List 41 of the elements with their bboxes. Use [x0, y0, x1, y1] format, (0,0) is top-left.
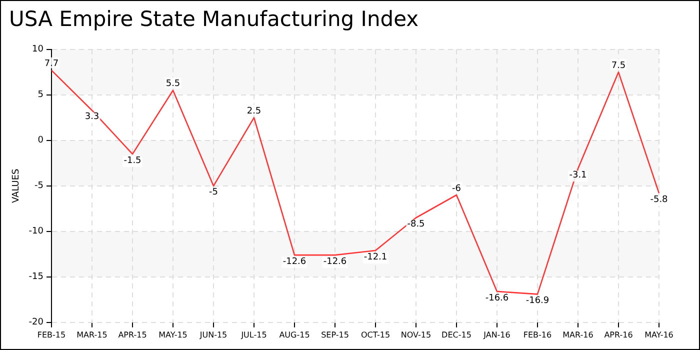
- data-label: -5.8: [650, 195, 668, 206]
- data-label: -8.5: [407, 220, 425, 230]
- x-tick-label: JUL-15: [240, 330, 267, 340]
- x-tick-label: MAY-15: [158, 330, 188, 340]
- data-label: -5: [209, 188, 218, 198]
- x-tick-label: FEB-16: [523, 330, 552, 340]
- x-tick-label: AUG-15: [279, 330, 310, 340]
- data-label: -16.6: [485, 293, 509, 304]
- x-tick-label: MAR-15: [76, 330, 108, 340]
- y-tick-label: -10: [28, 226, 44, 237]
- y-axis-title: VALUES: [12, 168, 22, 204]
- data-label: 7.7: [44, 59, 59, 70]
- data-label: -6: [452, 184, 462, 194]
- data-label: -1.5: [124, 156, 142, 166]
- y-tick-label: 0: [38, 136, 44, 146]
- x-tick-label: NOV-15: [400, 330, 432, 340]
- data-label: 3.3: [84, 112, 100, 122]
- x-tick-label: APR-15: [118, 330, 147, 340]
- x-tick-label: OCT-15: [360, 330, 390, 340]
- x-tick-label: APR-16: [604, 330, 633, 340]
- x-tick-label: JUN-15: [198, 330, 228, 340]
- x-tick-label: DEC-15: [442, 330, 472, 340]
- chart-title: USA Empire State Manufacturing Index: [9, 7, 419, 31]
- data-label: -12.6: [323, 256, 347, 267]
- data-label: 2.5: [246, 106, 262, 116]
- data-label: -16.9: [526, 296, 550, 306]
- x-tick-label: MAY-16: [644, 330, 674, 340]
- y-tick-label: -20: [28, 318, 44, 328]
- data-label: -12.1: [364, 252, 388, 262]
- y-tick-label: 10: [32, 44, 44, 55]
- y-tick-label: -5: [34, 181, 44, 192]
- data-label: 5.5: [166, 79, 180, 90]
- y-tick-label: -15: [28, 272, 44, 282]
- x-tick-label: FEB-15: [37, 330, 66, 340]
- y-tick-label: 5: [38, 90, 44, 100]
- x-tick-label: MAR-16: [562, 330, 594, 340]
- data-label: 7.5: [611, 60, 626, 71]
- x-tick-label: JAN-16: [482, 330, 510, 340]
- x-tick-label: SEP-15: [321, 330, 349, 340]
- data-label: -3.1: [569, 170, 587, 180]
- data-label: -12.6: [282, 256, 306, 267]
